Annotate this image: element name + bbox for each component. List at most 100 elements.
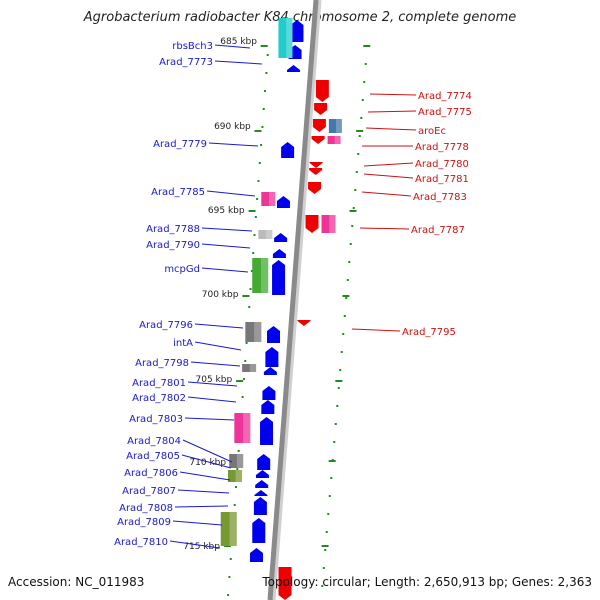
cds-block <box>234 413 251 443</box>
tick-dot <box>261 126 264 128</box>
tick-dot <box>352 207 355 209</box>
tick-dot <box>327 513 330 515</box>
forward-gene-label: Arad_7779 <box>153 139 207 150</box>
tick-dot <box>256 198 259 200</box>
cds-block <box>261 192 276 206</box>
gene-leader-line <box>190 361 241 367</box>
cds-block-shade <box>235 470 242 482</box>
ruler-label: 700 kbp <box>202 290 239 300</box>
tick-dot <box>229 558 232 560</box>
forward-gene-label: Arad_7790 <box>146 240 200 251</box>
forward-gene-label: Arad_7788 <box>146 224 200 235</box>
major-tick <box>356 130 364 132</box>
tick-dot <box>254 216 257 218</box>
forward-gene-label: Arad_7796 <box>139 320 193 331</box>
tick-dot <box>244 360 247 362</box>
gene-leader-line <box>201 267 249 273</box>
tick-dot <box>257 180 260 182</box>
cds-block-shade <box>266 230 273 239</box>
reverse-gene-label: Arad_7775 <box>418 107 472 118</box>
accession-text: Accession: NC_011983 <box>8 575 145 589</box>
genome-summary-text: Topology: circular; Length: 2,650,913 bp… <box>262 575 592 589</box>
gene-leader-line <box>177 489 230 494</box>
gene-leader-line <box>361 191 412 197</box>
tick-dot <box>233 504 236 506</box>
gene-leader-line <box>169 540 221 549</box>
forward-gene-label: Arad_7804 <box>127 436 181 447</box>
tick-dot <box>349 243 352 245</box>
gene-leader-line <box>351 328 401 332</box>
gene-leader-line <box>182 439 233 463</box>
major-tick <box>260 45 268 47</box>
reverse-gene-arrow <box>297 320 311 326</box>
cds-block-shade <box>329 215 336 233</box>
forward-gene-label: rbsBch3 <box>172 41 213 52</box>
gene-leader-line <box>194 323 244 329</box>
cds-block <box>258 230 273 239</box>
cds-block <box>227 470 242 482</box>
reverse-gene-arrow <box>309 162 323 168</box>
major-tick <box>363 45 371 47</box>
cds-block <box>278 18 293 58</box>
tick-dot <box>325 531 328 533</box>
forward-gene-label: Arad_7806 <box>124 468 178 479</box>
tick-dot <box>262 108 265 110</box>
tick-dot <box>235 486 238 488</box>
tick-dot <box>348 261 351 263</box>
tick-dot <box>336 405 339 407</box>
reverse-gene-label: Arad_7795 <box>402 327 456 338</box>
tick-dot <box>260 144 263 146</box>
forward-gene-arrow <box>262 386 276 400</box>
forward-gene-label: Arad_7801 <box>132 378 186 389</box>
tick-dot <box>236 468 239 470</box>
forward-gene-label: Arad_7785 <box>151 187 205 198</box>
gene-leader-line <box>365 127 417 131</box>
tick-dot <box>242 378 245 380</box>
reverse-gene-arrow <box>305 215 319 233</box>
cds-block <box>242 364 257 372</box>
major-tick <box>328 460 336 462</box>
tick-dot <box>346 279 349 281</box>
reverse-gene-label: aroEc <box>418 126 446 137</box>
gene-leader-line <box>208 142 259 147</box>
tick-dot <box>357 153 360 155</box>
forward-gene-arrow <box>254 490 268 496</box>
tick-dot <box>363 81 366 83</box>
forward-gene-label: Arad_7798 <box>135 358 189 369</box>
ruler-label: 690 kbp <box>214 122 251 132</box>
forward-gene-arrow <box>253 497 267 515</box>
forward-gene-label: Arad_7802 <box>132 393 186 404</box>
cds-block <box>321 215 336 233</box>
forward-gene-arrow <box>255 470 269 478</box>
forward-gene-arrow <box>274 233 288 242</box>
cds-block <box>327 136 341 144</box>
cds-block-shade <box>261 258 269 293</box>
gene-leader-line <box>367 110 417 113</box>
tick-dot <box>337 387 340 389</box>
reverse-gene-arrow <box>308 182 322 194</box>
gene-leader-line <box>194 341 242 351</box>
gene-leader-line <box>369 93 417 96</box>
cds-block-shade <box>229 512 237 546</box>
forward-gene-arrow <box>261 400 275 414</box>
forward-gene-arrow <box>257 454 271 470</box>
tick-dot <box>340 351 343 353</box>
forward-gene-arrow <box>255 480 269 488</box>
major-tick <box>254 130 262 132</box>
forward-gene-label: Arad_7808 <box>119 503 173 514</box>
forward-gene-arrow <box>252 518 266 543</box>
tick-dot <box>250 270 253 272</box>
tick-dot <box>265 72 268 74</box>
cds-block <box>229 454 244 468</box>
forward-gene-arrow <box>265 347 279 367</box>
tick-dot <box>358 135 361 137</box>
tick-dot <box>264 90 267 92</box>
gene-leader-line <box>187 396 237 403</box>
cds-block-shade <box>249 364 257 372</box>
forward-gene-arrow <box>281 142 295 158</box>
reverse-gene-label: Arad_7780 <box>415 159 469 170</box>
major-tick <box>349 210 357 212</box>
reverse-gene-arrow <box>309 168 323 175</box>
major-tick <box>321 545 329 547</box>
tick-dot <box>237 450 240 452</box>
